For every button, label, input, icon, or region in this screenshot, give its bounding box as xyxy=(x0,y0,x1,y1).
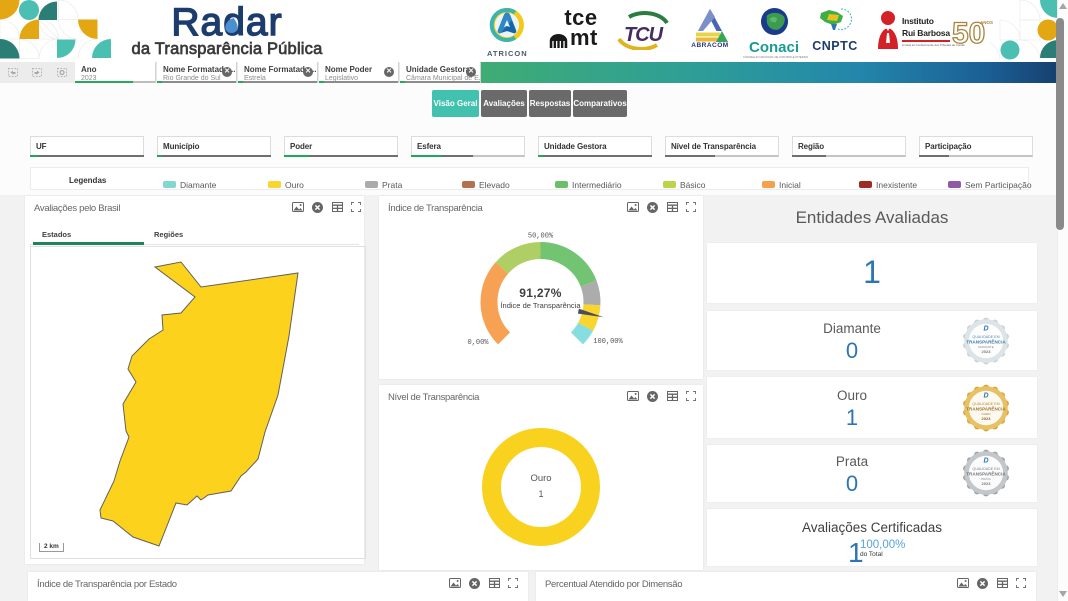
svg-text:100,00%: 100,00% xyxy=(593,338,623,346)
svg-text:OURO: OURO xyxy=(982,412,992,416)
svg-text:91,27%: 91,27% xyxy=(519,286,562,300)
svg-text:QUALIDADE EM: QUALIDADE EM xyxy=(972,402,999,406)
svg-text:2023: 2023 xyxy=(982,349,992,354)
svg-text:D: D xyxy=(983,458,988,465)
svg-text:QUALIDADE EM: QUALIDADE EM xyxy=(972,335,999,339)
svg-text:50,00%: 50,00% xyxy=(528,233,554,241)
svg-text:2023: 2023 xyxy=(982,416,992,421)
svg-text:Ouro: Ouro xyxy=(530,473,551,484)
svg-text:0,00%: 0,00% xyxy=(467,339,489,347)
svg-text:TRANSPARÊNCIA: TRANSPARÊNCIA xyxy=(966,405,1006,412)
svg-text:DIAMANTE: DIAMANTE xyxy=(978,345,994,349)
svg-text:Índice de Transparência: Índice de Transparência xyxy=(500,301,581,310)
svg-text:ANOS: ANOS xyxy=(980,20,993,25)
svg-text:50: 50 xyxy=(952,17,985,50)
svg-text:D: D xyxy=(983,393,988,400)
svg-text:TRANSPARÊNCIA: TRANSPARÊNCIA xyxy=(966,470,1006,477)
svg-text:D: D xyxy=(983,326,988,333)
svg-text:TCU: TCU xyxy=(624,24,664,46)
svg-text:1: 1 xyxy=(538,489,543,499)
svg-text:PRATA: PRATA xyxy=(981,477,991,481)
svg-text:QUALIDADE EM: QUALIDADE EM xyxy=(972,467,999,471)
svg-text:TRANSPARÊNCIA: TRANSPARÊNCIA xyxy=(966,338,1006,345)
svg-text:2023: 2023 xyxy=(982,481,992,486)
